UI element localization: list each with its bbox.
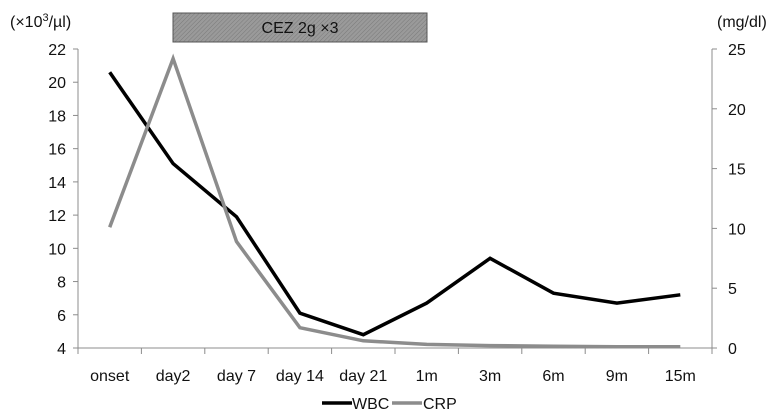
series-line-crp bbox=[110, 59, 681, 347]
x-tick-label: 15m bbox=[665, 368, 696, 385]
x-tick-label: 1m bbox=[416, 368, 438, 385]
x-tick-label: day 7 bbox=[217, 368, 256, 385]
left-tick-label: 8 bbox=[57, 275, 66, 292]
x-tick-label: onset bbox=[90, 368, 130, 385]
treatment-band-label: CEZ 2g ×3 bbox=[262, 20, 339, 37]
right-tick-label: 15 bbox=[728, 162, 746, 179]
right-tick-label: 10 bbox=[728, 221, 746, 238]
left-tick-label: 4 bbox=[57, 341, 66, 358]
left-tick-label: 6 bbox=[57, 308, 66, 325]
legend-label-wbc: WBC bbox=[352, 396, 389, 413]
right-tick-label: 0 bbox=[728, 341, 737, 358]
left-tick-label: 20 bbox=[48, 75, 66, 92]
left-tick-label: 10 bbox=[48, 241, 66, 258]
left-tick-label: 14 bbox=[48, 175, 66, 192]
x-tick-label: day2 bbox=[156, 368, 191, 385]
right-axis-unit: (mg/dl) bbox=[717, 14, 767, 31]
x-tick-label: 6m bbox=[542, 368, 564, 385]
left-axis-ticks: 4 6 8 10 12 14 16 18 20 22 bbox=[48, 42, 78, 358]
x-tick-label: 9m bbox=[606, 368, 628, 385]
legend: WBC CRP bbox=[322, 396, 457, 413]
x-axis-ticks: onset day2 day 7 day 14 day 21 1m 3m 6m 9m 15m bbox=[78, 348, 712, 385]
left-tick-label: 12 bbox=[48, 208, 66, 225]
right-tick-label: 20 bbox=[728, 102, 746, 119]
x-tick-label: day 14 bbox=[276, 368, 324, 385]
series-line-wbc bbox=[110, 72, 681, 334]
legend-label-crp: CRP bbox=[423, 396, 457, 413]
left-tick-label: 22 bbox=[48, 42, 66, 59]
x-tick-label: day 21 bbox=[339, 368, 387, 385]
left-axis-unit: (×103/µl) bbox=[10, 12, 71, 31]
right-tick-label: 25 bbox=[728, 42, 746, 59]
left-tick-label: 16 bbox=[48, 142, 66, 159]
right-axis-ticks: 0 5 10 15 20 25 bbox=[712, 42, 746, 358]
left-tick-label: 18 bbox=[48, 108, 66, 125]
x-tick-label: 3m bbox=[479, 368, 501, 385]
right-tick-label: 5 bbox=[728, 281, 737, 298]
